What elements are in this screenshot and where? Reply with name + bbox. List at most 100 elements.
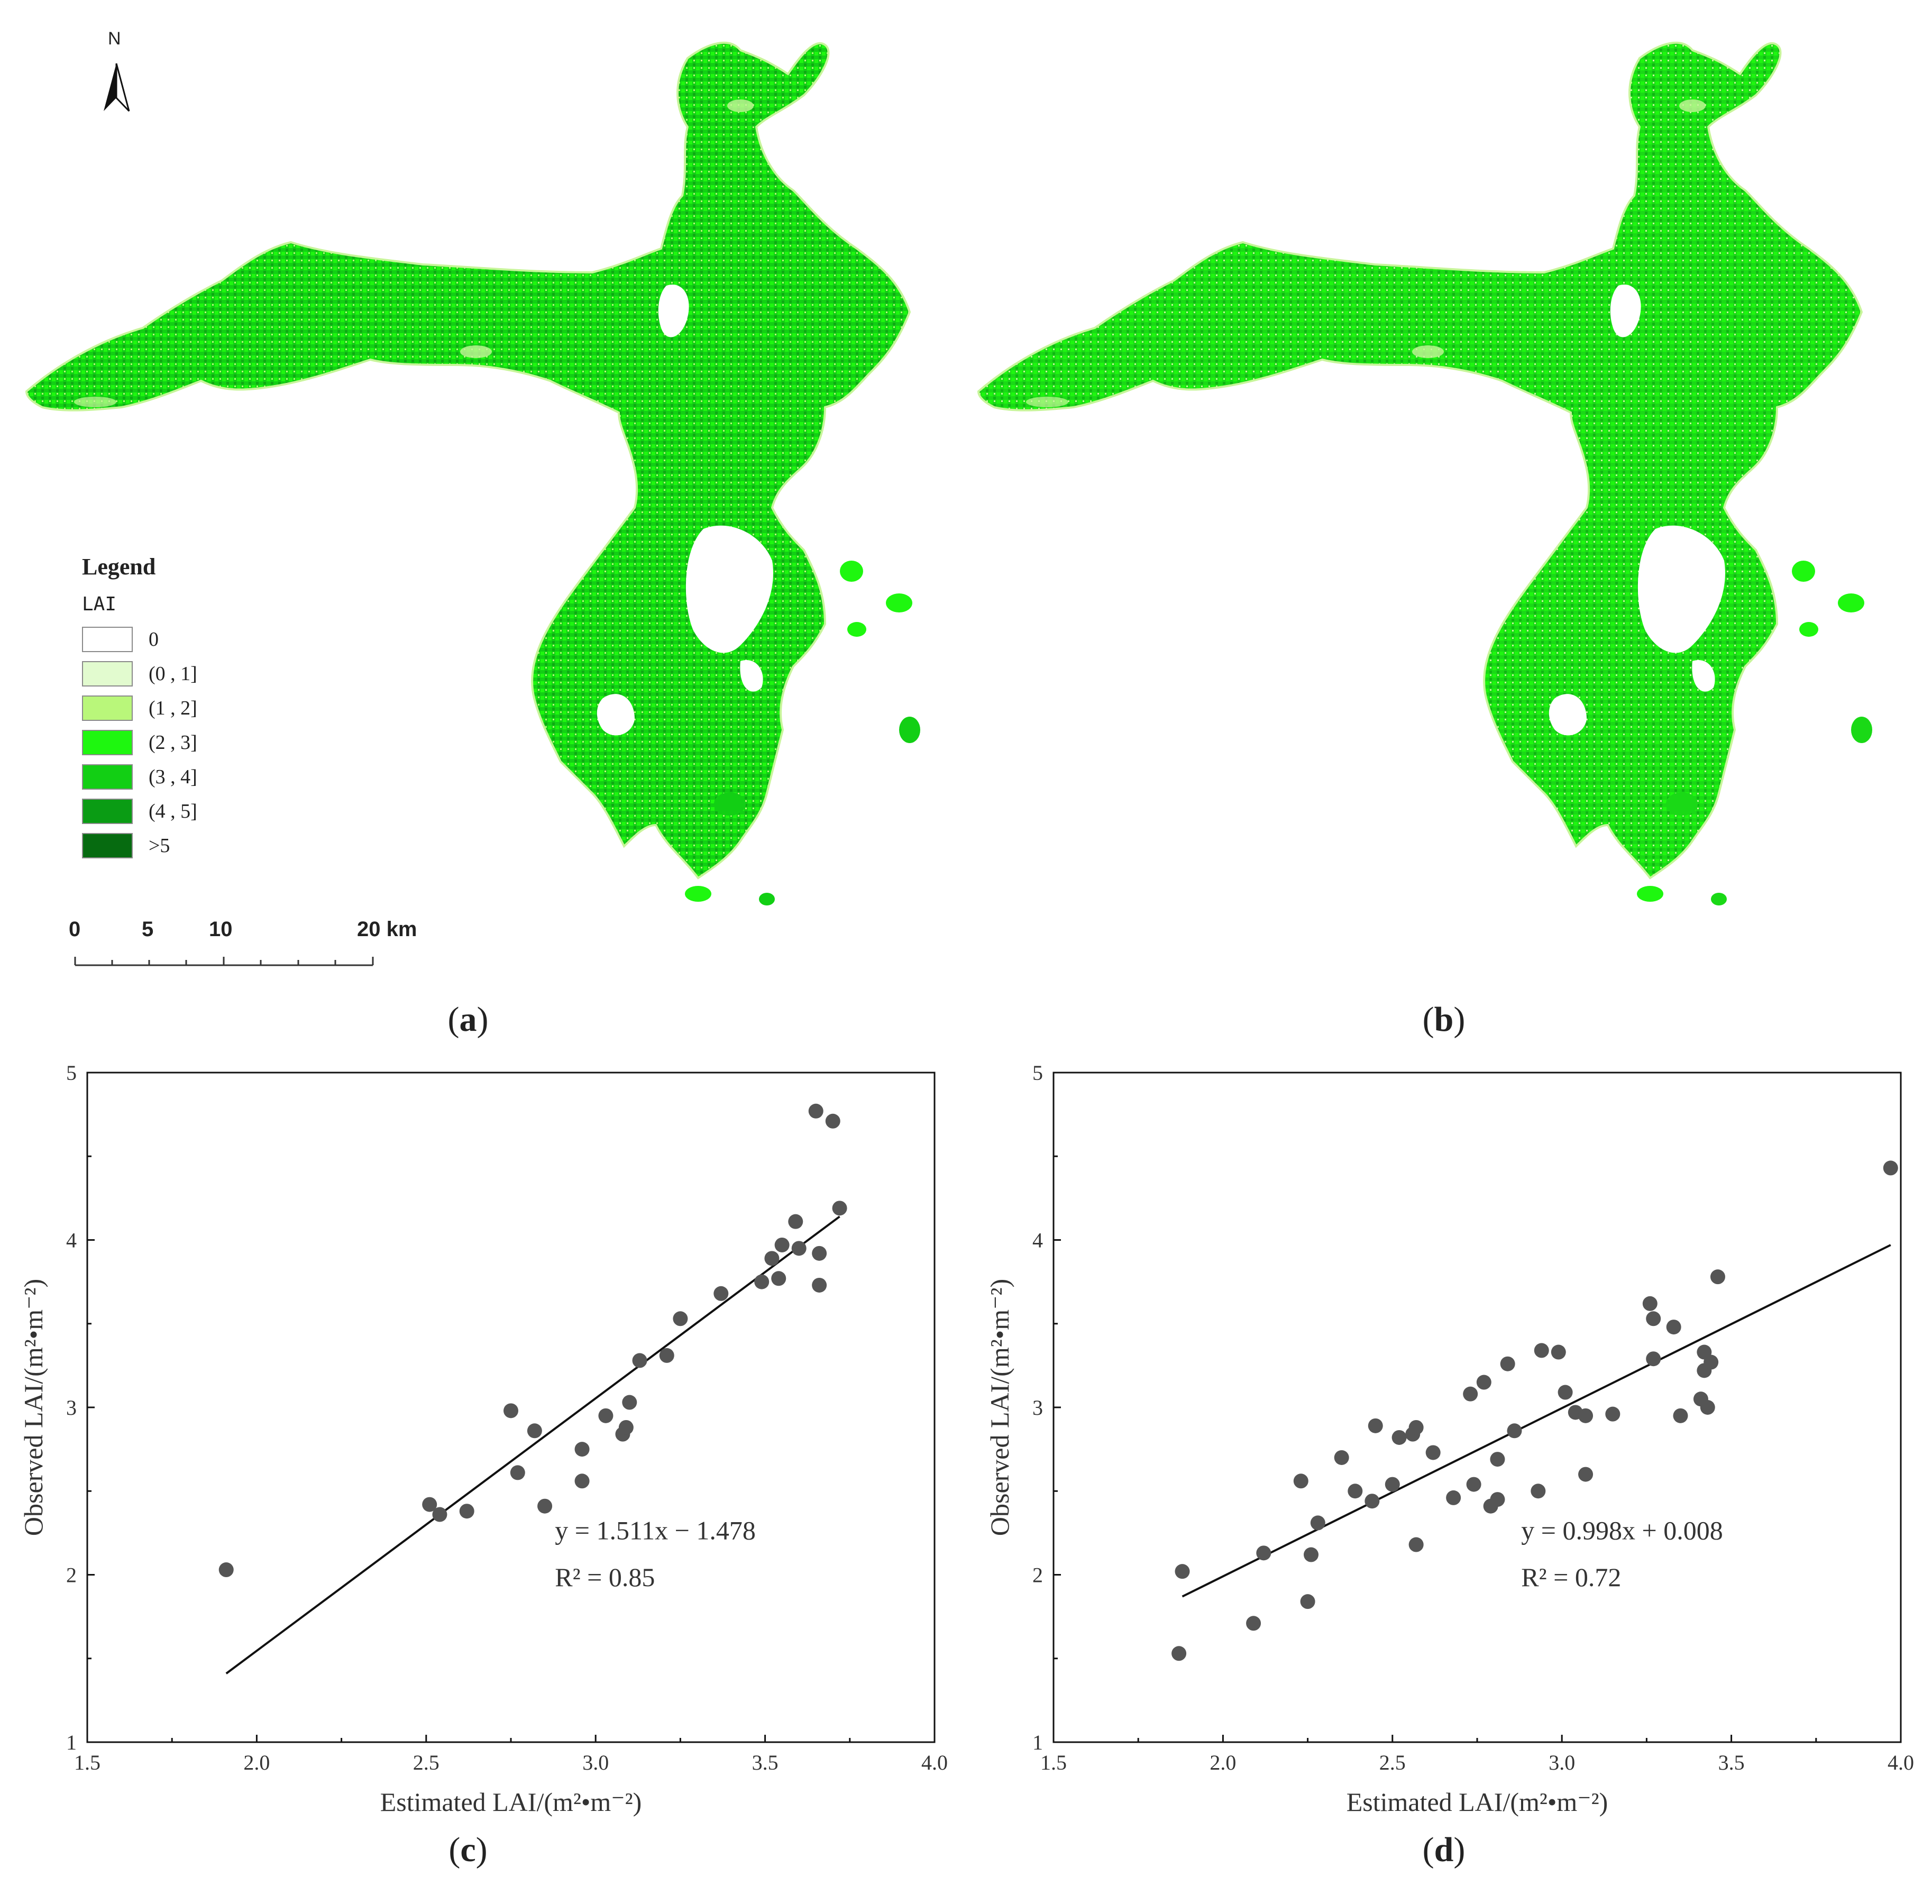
regression-equation: y = 1.511x − 1.478 bbox=[555, 1515, 756, 1545]
data-point bbox=[1646, 1311, 1661, 1326]
scale-label-20: 20 km bbox=[357, 918, 417, 941]
data-point bbox=[812, 1277, 827, 1293]
data-point bbox=[1385, 1477, 1400, 1492]
y-tick-label: 2 bbox=[1032, 1563, 1043, 1587]
panel-label-c: (c) bbox=[448, 1830, 488, 1869]
legend-item: >5 bbox=[82, 832, 170, 859]
x-tick-label: 3.5 bbox=[1718, 1751, 1745, 1774]
data-point bbox=[1368, 1418, 1383, 1433]
x-tick-label: 4.0 bbox=[1888, 1751, 1914, 1774]
scale-bar: 0 5 10 20 km bbox=[63, 918, 444, 976]
data-point bbox=[1246, 1616, 1261, 1631]
data-point bbox=[537, 1498, 553, 1514]
data-point bbox=[754, 1274, 770, 1289]
data-point bbox=[1673, 1408, 1688, 1423]
legend-swatch-3 bbox=[82, 730, 133, 755]
data-point bbox=[1646, 1351, 1661, 1367]
x-tick-label: 3.0 bbox=[582, 1751, 609, 1774]
data-point bbox=[527, 1423, 542, 1439]
data-point bbox=[218, 1562, 234, 1578]
data-point bbox=[1642, 1296, 1658, 1311]
data-point bbox=[1171, 1646, 1187, 1661]
data-point bbox=[832, 1201, 847, 1216]
data-point bbox=[1463, 1386, 1478, 1402]
data-point bbox=[1551, 1344, 1566, 1360]
data-point bbox=[1534, 1343, 1549, 1358]
legend-title: Legend bbox=[82, 554, 156, 580]
y-tick-label: 1 bbox=[66, 1731, 77, 1754]
legend-swatch-2 bbox=[82, 695, 133, 721]
data-point bbox=[1883, 1160, 1898, 1176]
regression-line bbox=[1182, 1244, 1891, 1598]
data-point bbox=[574, 1442, 590, 1457]
legend-label: (3 , 4] bbox=[149, 766, 197, 788]
data-point bbox=[713, 1286, 729, 1301]
scale-bar-line bbox=[74, 957, 374, 966]
data-point bbox=[422, 1497, 437, 1512]
data-point bbox=[1704, 1354, 1719, 1370]
data-point bbox=[764, 1251, 780, 1266]
x-tick-label: 2.5 bbox=[1379, 1751, 1406, 1774]
legend-item: (4 , 5] bbox=[82, 798, 197, 825]
scale-label-5: 5 bbox=[142, 918, 154, 941]
data-point bbox=[1300, 1594, 1315, 1609]
y-tick-label: 5 bbox=[1032, 1061, 1043, 1085]
data-point bbox=[632, 1353, 647, 1368]
x-tick-label: 1.5 bbox=[74, 1751, 100, 1774]
data-point bbox=[1348, 1484, 1363, 1499]
map-legend: Legend LAI 0 (0 , 1] (1 , 2] (2 , 3] (3 … bbox=[82, 553, 294, 871]
data-point bbox=[1531, 1484, 1546, 1499]
legend-item: 0 bbox=[82, 626, 159, 653]
legend-swatch-0 bbox=[82, 627, 133, 652]
data-point bbox=[1365, 1494, 1380, 1509]
data-point bbox=[791, 1241, 807, 1256]
scatter-chart-c: 1.5 2.0 2.5 3.0 3.5 4.0 1 2 3 4 5 Estimated LAI/(m²… bbox=[19, 1061, 948, 1817]
data-point bbox=[1391, 1430, 1407, 1445]
data-point bbox=[774, 1237, 790, 1252]
data-point bbox=[771, 1271, 786, 1286]
y-axis-label: Observed LAI/(m²•m⁻²) bbox=[19, 1279, 48, 1536]
plot-frame bbox=[1052, 1072, 1902, 1743]
legend-label: (2 , 3] bbox=[149, 731, 197, 754]
data-point bbox=[788, 1214, 803, 1229]
data-point bbox=[808, 1103, 823, 1119]
data-point bbox=[1578, 1467, 1594, 1482]
scale-label-10: 10 bbox=[209, 918, 233, 941]
data-point bbox=[1408, 1420, 1424, 1435]
data-point bbox=[1334, 1450, 1349, 1465]
data-point bbox=[1500, 1356, 1515, 1371]
y-tick-label: 3 bbox=[66, 1396, 77, 1420]
data-point bbox=[659, 1348, 674, 1363]
y-tick-label: 2 bbox=[66, 1563, 77, 1587]
x-tick-label: 3.0 bbox=[1549, 1751, 1575, 1774]
panel-label-a: (a) bbox=[447, 1000, 489, 1039]
data-point bbox=[1700, 1400, 1715, 1415]
y-tick-label: 4 bbox=[66, 1229, 77, 1252]
lai-map-b bbox=[977, 41, 1872, 905]
r-squared: R² = 0.85 bbox=[555, 1562, 655, 1592]
data-point bbox=[1175, 1564, 1190, 1579]
legend-label: 0 bbox=[149, 628, 159, 651]
legend-swatch-5 bbox=[82, 799, 133, 824]
data-point bbox=[510, 1465, 525, 1480]
data-point bbox=[1304, 1547, 1319, 1562]
r-squared: R² = 0.72 bbox=[1521, 1562, 1621, 1592]
data-point bbox=[1666, 1320, 1681, 1335]
y-tick-label: 3 bbox=[1032, 1396, 1043, 1420]
scatter-chart-d: 1.5 2.0 2.5 3.0 3.5 4.0 1 2 3 4 5 Estimated LAI/(m²… bbox=[985, 1061, 1914, 1817]
north-label: N bbox=[108, 29, 121, 49]
data-point bbox=[1490, 1452, 1505, 1467]
data-point bbox=[1605, 1406, 1620, 1422]
data-point bbox=[1466, 1477, 1481, 1492]
y-tick-label: 5 bbox=[66, 1061, 77, 1085]
regression-equation: y = 0.998x + 0.008 bbox=[1521, 1515, 1723, 1545]
data-point bbox=[574, 1473, 590, 1489]
legend-item: (2 , 3] bbox=[82, 729, 197, 756]
y-tick-label: 4 bbox=[1032, 1229, 1043, 1252]
data-point bbox=[1476, 1375, 1491, 1390]
x-axis-label: Estimated LAI/(m²•m⁻²) bbox=[1347, 1787, 1608, 1817]
data-point bbox=[812, 1246, 827, 1261]
legend-item: (3 , 4] bbox=[82, 764, 197, 790]
legend-label: >5 bbox=[149, 835, 170, 857]
data-point bbox=[1425, 1445, 1441, 1460]
